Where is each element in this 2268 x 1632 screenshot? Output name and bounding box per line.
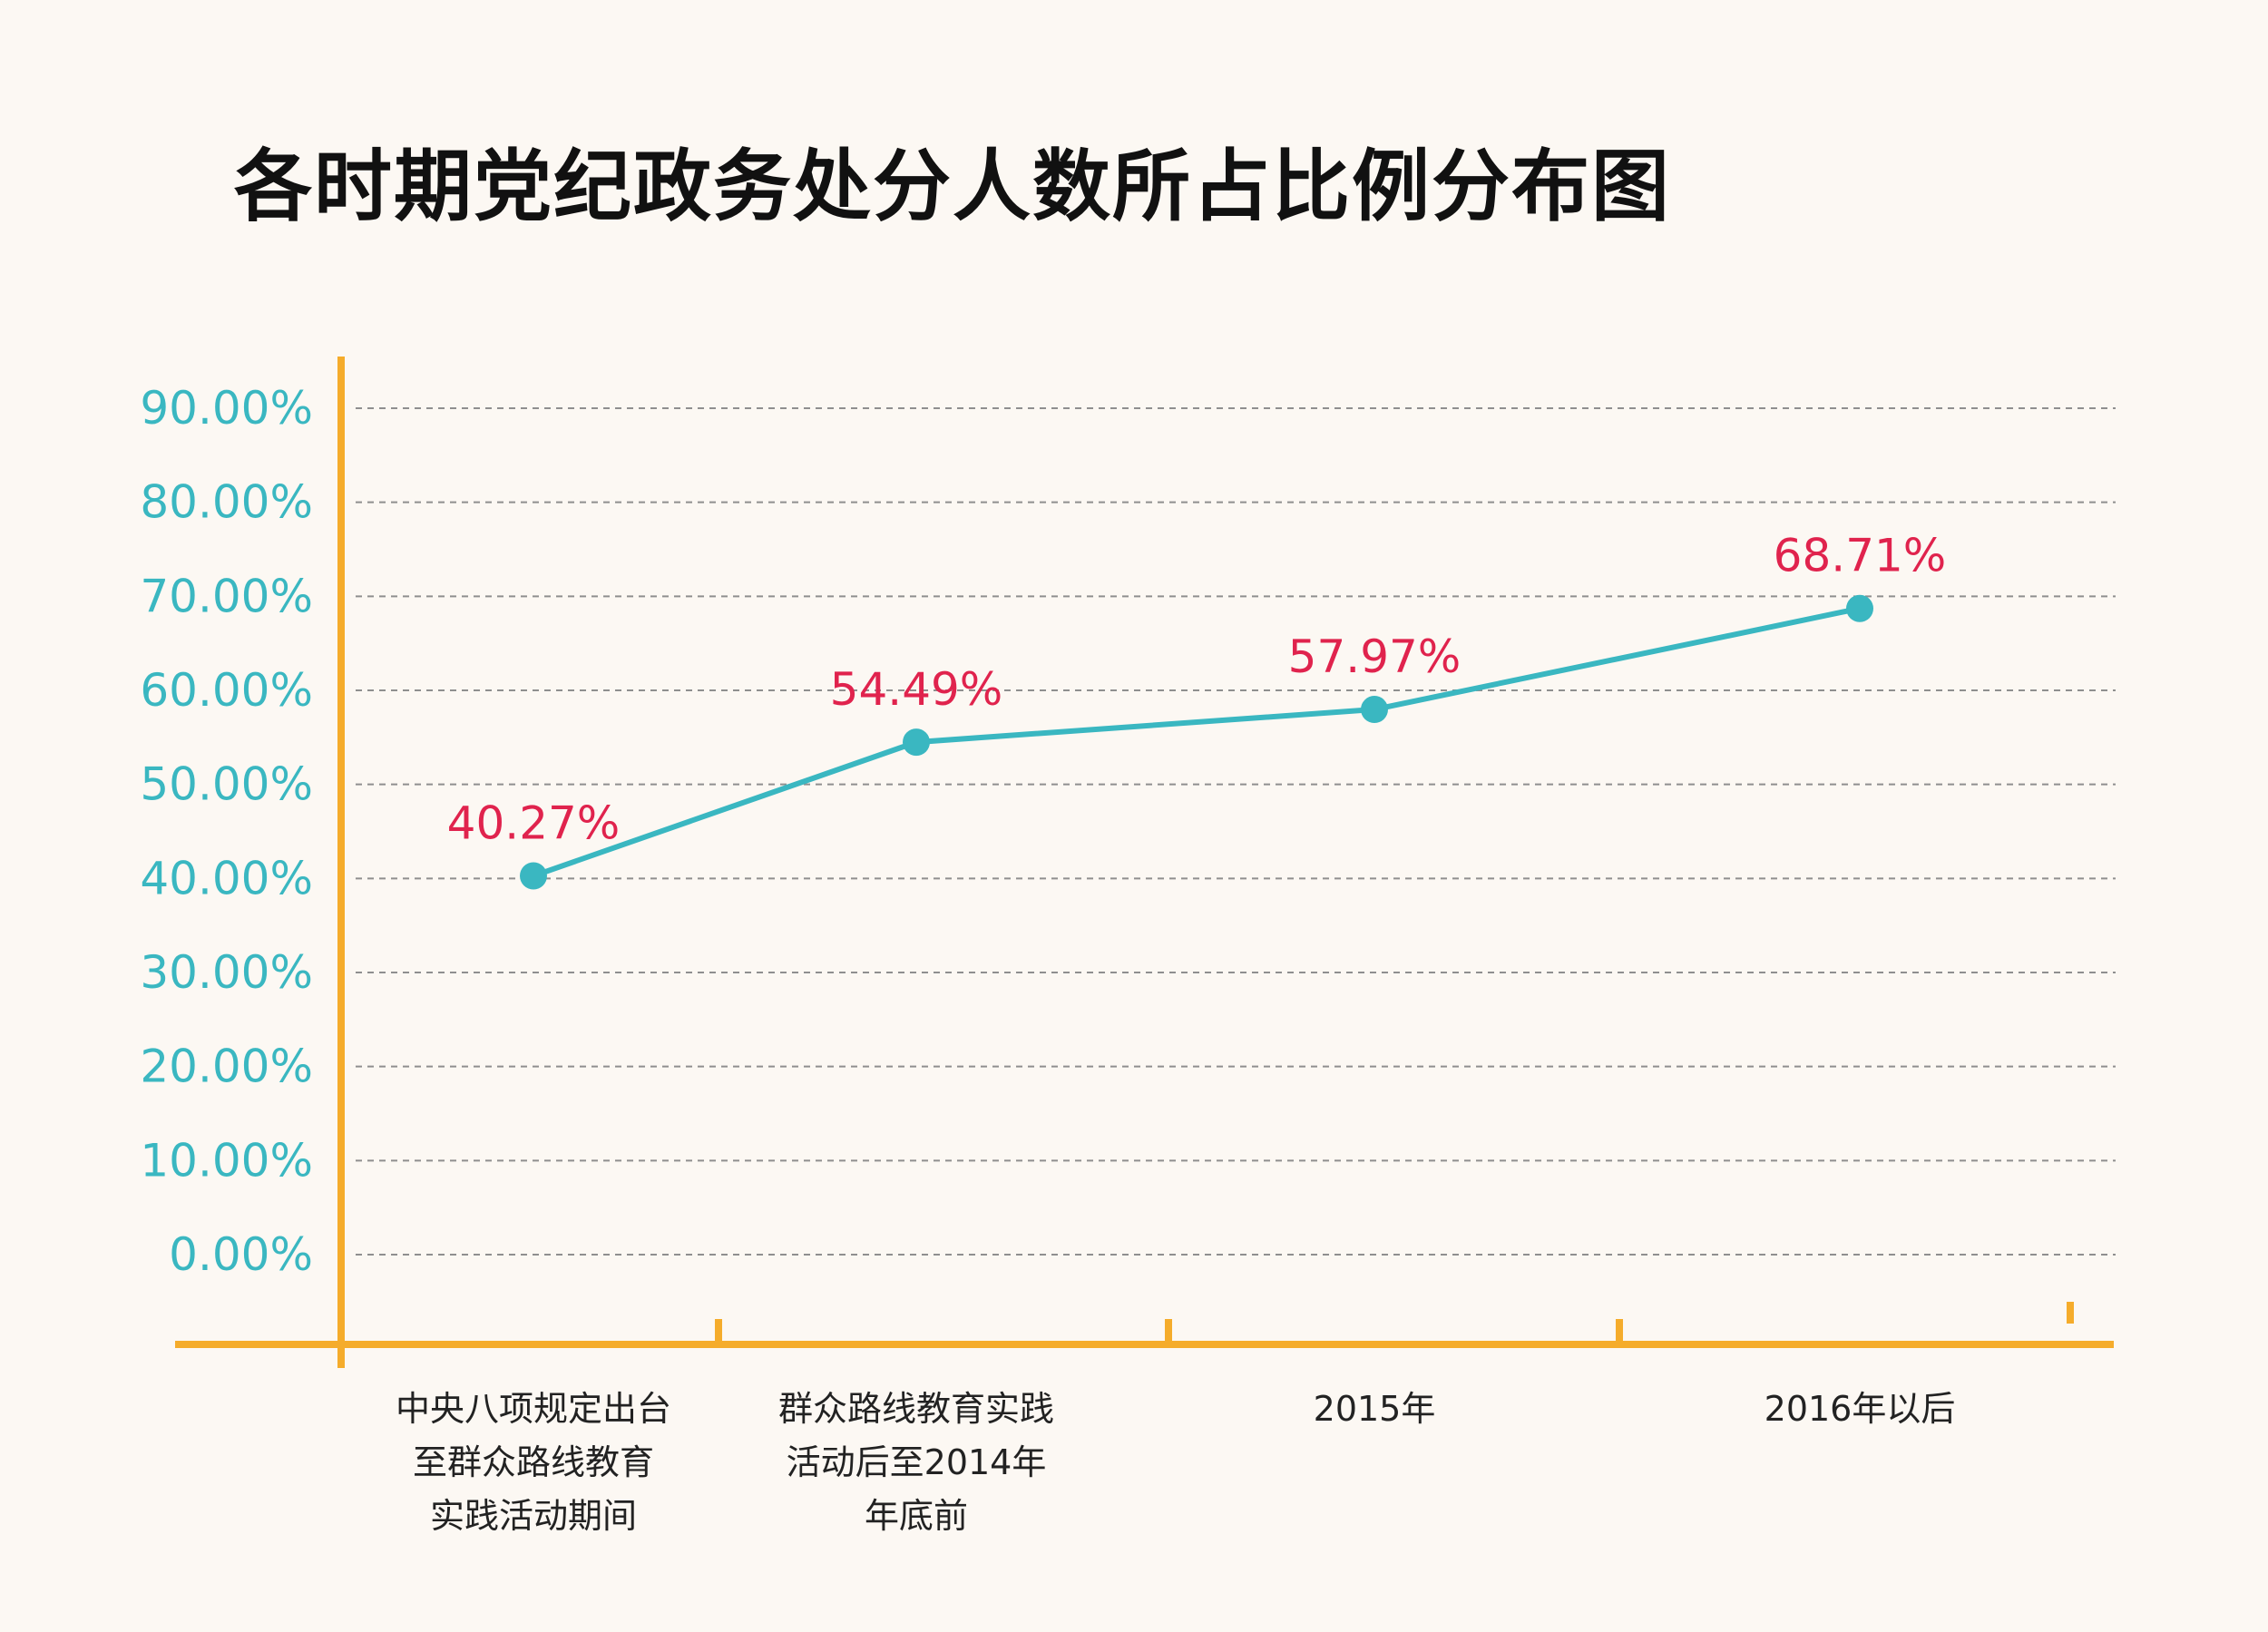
series-line [533,605,1861,879]
data-label: 40.27% [447,797,621,850]
x-category-label-line: 群众路线教育实践 [777,1389,1054,1429]
y-tick-label: 0.00% [169,1228,313,1281]
axes [175,357,2114,1368]
x-category-label: 2015年 [1184,1383,1565,1436]
data-point [1846,594,1873,622]
y-tick-label: 10.00% [140,1134,313,1187]
data-point [903,728,930,757]
y-tick-label: 60.00% [140,664,313,717]
y-tick-label: 80.00% [140,476,313,529]
y-tick-label: 40.00% [140,852,313,904]
x-category-label-line: 实践活动期间 [429,1496,637,1536]
y-tick-labels: 0.00% 10.00% 20.00% 30.00% 40.00% 50.00% 60.00… [140,382,313,1281]
x-category-label-line: 2015年 [1313,1389,1436,1429]
x-category-label-line: 2016年以后 [1764,1389,1956,1429]
data-point [1361,696,1388,724]
y-tick-label: 70.00% [140,570,313,622]
data-point [520,862,547,890]
data-label: 68.71% [1774,530,1947,582]
data-label: 54.49% [830,663,1003,716]
x-category-label-line: 中央八项规定出台 [395,1389,671,1429]
x-category-label: 群众路线教育实践 活动后至2014年 年底前 [726,1383,1107,1543]
x-category-label-line: 活动后至2014年 [786,1442,1047,1482]
data-labels: 40.27% 54.49% 57.97% 68.71% [447,530,1947,850]
chart-title: 各时期党纪政务处分人数所占比例分布图 [234,142,1671,232]
x-category-label-line: 至群众路线教育 [412,1442,654,1482]
y-tick-label: 30.00% [140,946,313,999]
y-tick-label: 20.00% [140,1041,313,1093]
y-tick-label: 50.00% [140,758,313,811]
gridlines [356,407,2116,1256]
x-category-label: 中央八项规定出台 至群众路线教育 实践活动期间 [343,1383,724,1543]
y-tick-label: 90.00% [140,382,313,435]
x-category-label-line: 年底前 [864,1496,968,1536]
series [520,594,1873,890]
data-label: 57.97% [1288,630,1461,683]
x-category-label: 2016年以后 [1669,1383,2050,1436]
